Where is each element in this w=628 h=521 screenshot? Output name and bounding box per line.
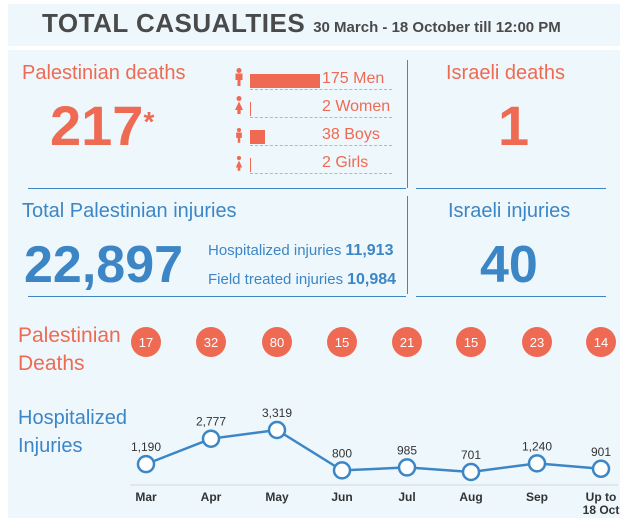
palestinian-deaths-label: Palestinian deaths [22,62,186,84]
breakdown-bar [250,102,251,116]
page-title: TOTAL CASUALTIES 30 March - 18 October t… [42,8,561,40]
x-tick-label: Jul [398,490,415,504]
breakdown-row: 175 Men [232,68,392,90]
girl-icon [235,156,243,171]
hospitalized-injuries-value: 11,913 [345,242,394,259]
section-divider [416,188,606,189]
data-label: 901 [591,445,611,459]
hospitalized-injuries-label: Hospitalized injuries [208,242,342,259]
woman-icon [235,96,243,114]
x-tick-label: Sep [526,490,548,504]
monthly-deaths-circle: 32 [196,327,226,357]
breakdown-row: 2 Women [232,96,392,118]
x-tick-label: May [265,490,289,504]
data-point [527,454,547,473]
hospitalized-chart-label: Hospitalized Injuries [18,407,127,457]
data-point [267,420,287,440]
data-label: 1,190 [131,440,161,454]
israeli-deaths-value: 1 [498,94,530,157]
row-divider [250,117,392,118]
row-divider [250,173,392,174]
palestinian-injuries-value: 22,897 [24,236,184,294]
data-label: 800 [332,446,352,460]
breakdown-label: 175 Men [322,70,385,87]
palestinian-deaths-value: 217* [50,96,154,156]
monthly-deaths-circle: 14 [586,327,616,357]
x-tick-label: Jun [331,490,352,504]
israeli-injuries-value: 40 [480,236,538,294]
man-icon [235,68,243,86]
data-point [461,462,481,482]
x-tick-label: Up to 18 Oct [583,490,620,517]
breakdown-bar [250,130,266,144]
hospitalized-injuries-line: Hospitalized injuries 11,913 [208,242,393,260]
data-point [591,459,611,479]
header-background [8,4,620,46]
data-label: 985 [397,443,417,457]
breakdown-label: 38 Boys [322,126,380,143]
monthly-deaths-circle: 80 [262,327,292,357]
breakdown-row: 38 Boys [232,124,392,146]
data-label: 701 [461,448,481,462]
section-divider [28,188,406,189]
field-treated-injuries-value: 10,984 [347,271,397,288]
breakdown-label: 2 Girls [322,154,369,171]
israeli-injuries-label: Israeli injuries [448,200,571,222]
x-tick-label: Mar [135,490,157,504]
monthly-deaths-circle: 21 [392,327,422,357]
data-label: 1,240 [522,439,552,453]
section-divider [416,296,606,297]
vertical-divider [407,60,408,188]
breakdown-bar [250,74,320,88]
row-divider [250,89,392,90]
panel-background [8,50,620,518]
section-divider [28,296,406,297]
israeli-deaths-label: Israeli deaths [446,62,565,84]
vertical-divider [407,196,408,294]
field-treated-injuries-label: Field treated injuries [208,271,344,288]
data-point [332,461,352,480]
data-point [397,458,417,477]
breakdown-row: 2 Girls [232,152,392,174]
title-text: TOTAL CASUALTIES [42,8,306,38]
title-date-range: 30 March - 18 October till 12:00 PM [313,19,561,36]
boy-icon [236,128,242,143]
monthly-deaths-circle: 15 [456,327,486,357]
field-treated-injuries-line: Field treated injuries 10,984 [208,271,396,289]
breakdown-bar [250,158,251,172]
row-divider [250,145,392,146]
palestinian-injuries-label: Total Palestinian injuries [22,200,237,222]
breakdown-label: 2 Women [322,98,391,115]
data-point [136,454,156,474]
monthly-deaths-circle: 23 [522,327,552,357]
monthly-deaths-circle: 17 [131,327,161,357]
x-tick-label: Apr [201,490,222,504]
data-label: 3,319 [262,406,292,420]
monthly-deaths-label: Palestinian Deaths [18,324,121,375]
series-line [145,428,602,474]
monthly-deaths-circle: 15 [327,327,357,357]
x-tick-label: Aug [459,490,482,504]
footnote-mark: * [143,106,155,137]
palestinian-deaths-number: 217 [50,94,144,157]
data-point [201,429,221,448]
data-label: 2,777 [196,415,226,429]
